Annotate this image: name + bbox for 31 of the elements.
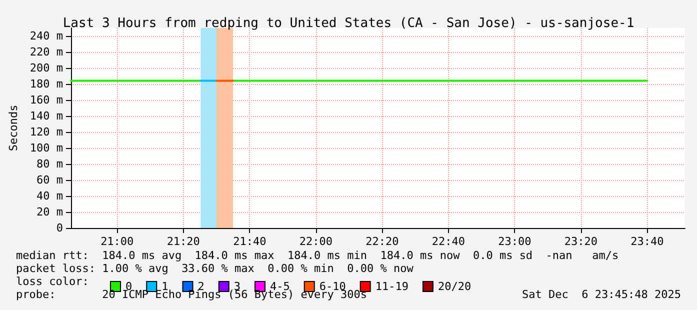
x-tick-label: 21:40 <box>233 235 266 248</box>
x-tick-label: 21:00 <box>100 235 134 248</box>
y-axis-title: Seconds <box>7 104 20 152</box>
y-tick-label: 200 m <box>30 62 64 74</box>
y-tick-label: 160 m <box>30 94 64 106</box>
legend-label: 11-19 <box>375 280 408 293</box>
x-tick-label: 23:40 <box>630 235 664 248</box>
y-tick-label: 220 m <box>30 46 64 58</box>
x-tick-label: 21:20 <box>166 235 200 248</box>
y-tick-label: 140 m <box>30 110 64 122</box>
y-tick-label: 60 m <box>36 174 64 186</box>
y-tick-label: 120 m <box>30 126 64 138</box>
legend-label: 1 <box>162 280 168 293</box>
x-tick-label: 23:20 <box>564 235 598 248</box>
legend-title: loss color: <box>16 275 89 288</box>
y-tick-label: 180 m <box>30 78 64 90</box>
y-tick-label: 240 m <box>30 30 64 42</box>
text: Sat Dec 6 23:45:48 2025 <box>522 288 681 301</box>
x-tick-label: 22:00 <box>299 235 332 248</box>
chart-title: Last 3 Hours from redping to United States (CA - San Jose) - us-sanjose-1 <box>62 16 634 31</box>
x-tick-label: 22:40 <box>432 235 465 248</box>
y-tick-label: 40 m <box>36 190 64 202</box>
y-tick-label: 20 m <box>36 206 64 218</box>
x-tick-label: 22:20 <box>366 235 399 248</box>
y-tick-label: 0 <box>56 222 64 234</box>
y-tick-label: 80 m <box>36 158 64 170</box>
y-tick-label: 100 m <box>30 142 64 154</box>
text: median rtt: 184.0 ms avg 184.0 ms max 184.0 ms min 184.0 ms now 0.0 ms sd -nan am/s <box>16 249 619 262</box>
x-tick-label: 23:00 <box>498 235 532 248</box>
legend-label: 20/20 <box>438 280 472 293</box>
text: packet loss: 1.00 % avg 33.60 % max 0.00 % min 0.00 % now <box>16 262 414 275</box>
